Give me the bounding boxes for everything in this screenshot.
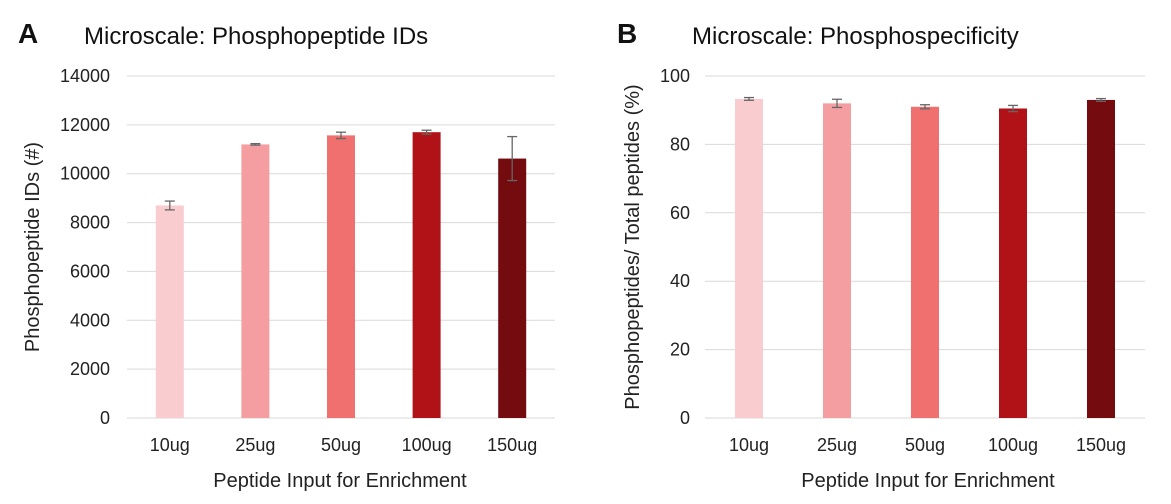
bar <box>412 132 441 418</box>
chart-title-a: Microscale: Phosphopeptide IDs <box>84 23 428 50</box>
panel-letter-a: A <box>18 18 38 49</box>
y-tick-labels-a: 0 2000 4000 6000 8000 10000 12000 14000 <box>60 66 110 428</box>
bars-b <box>735 98 1115 419</box>
y-tick-label: 100 <box>660 66 690 86</box>
x-tick-label: 50ug <box>321 435 361 455</box>
bar <box>823 103 851 419</box>
panel-a: A Microscale: Phosphopeptide IDs 0 2000 40… <box>18 18 555 492</box>
x-tick-labels-a: 10ug 25ug 50ug 100ug 150ug <box>150 435 537 455</box>
x-tick-label: 100ug <box>402 435 452 455</box>
x-axis-label-b: Peptide Input for Enrichment <box>801 470 1055 492</box>
y-tick-label: 4000 <box>70 310 110 330</box>
panel-letter-b: B <box>617 18 637 49</box>
panel-b: B Microscale: Phosphospecificity 0 20 40 60… <box>617 18 1145 492</box>
bar <box>241 144 270 418</box>
bar <box>155 205 184 418</box>
y-tick-label: 6000 <box>70 261 110 281</box>
x-tick-label: 50ug <box>905 435 945 455</box>
bar <box>327 135 355 418</box>
chart-title-b: Microscale: Phosphospecificity <box>692 23 1019 50</box>
y-tick-label: 14000 <box>60 66 110 86</box>
y-tick-label: 60 <box>670 203 690 223</box>
y-tick-label: 20 <box>670 340 690 360</box>
bar <box>735 98 763 418</box>
y-axis-label-b: Phosphopeptides/ Total peptides (%) <box>622 84 644 409</box>
y-tick-label: 2000 <box>70 359 110 379</box>
y-tick-label: 8000 <box>70 213 110 233</box>
y-tick-label: 80 <box>670 134 690 154</box>
x-tick-label: 10ug <box>150 435 190 455</box>
x-tick-label: 100ug <box>988 435 1038 455</box>
x-tick-label: 10ug <box>729 435 769 455</box>
y-axis-label-a: Phosphopeptide IDs (#) <box>22 142 44 352</box>
bars-a <box>155 132 527 418</box>
error-bars-a <box>164 129 518 211</box>
error-bars-b <box>744 96 1106 113</box>
bar <box>999 108 1027 419</box>
y-tick-label: 0 <box>100 408 110 428</box>
y-tick-label: 40 <box>670 271 690 291</box>
bar <box>1087 99 1115 418</box>
x-axis-label-a: Peptide Input for Enrichment <box>213 470 467 492</box>
x-tick-label: 25ug <box>235 435 275 455</box>
y-tick-label: 10000 <box>60 164 110 184</box>
x-tick-label: 150ug <box>487 435 537 455</box>
y-tick-label: 0 <box>680 408 690 428</box>
y-tick-labels-b: 0 20 40 60 80 100 <box>660 66 690 428</box>
y-tick-label: 12000 <box>60 115 110 135</box>
x-tick-label: 150ug <box>1076 435 1126 455</box>
bar <box>911 106 939 418</box>
x-tick-labels-b: 10ug 25ug 50ug 100ug 150ug <box>729 435 1126 455</box>
bar <box>498 158 527 418</box>
x-tick-label: 25ug <box>817 435 857 455</box>
